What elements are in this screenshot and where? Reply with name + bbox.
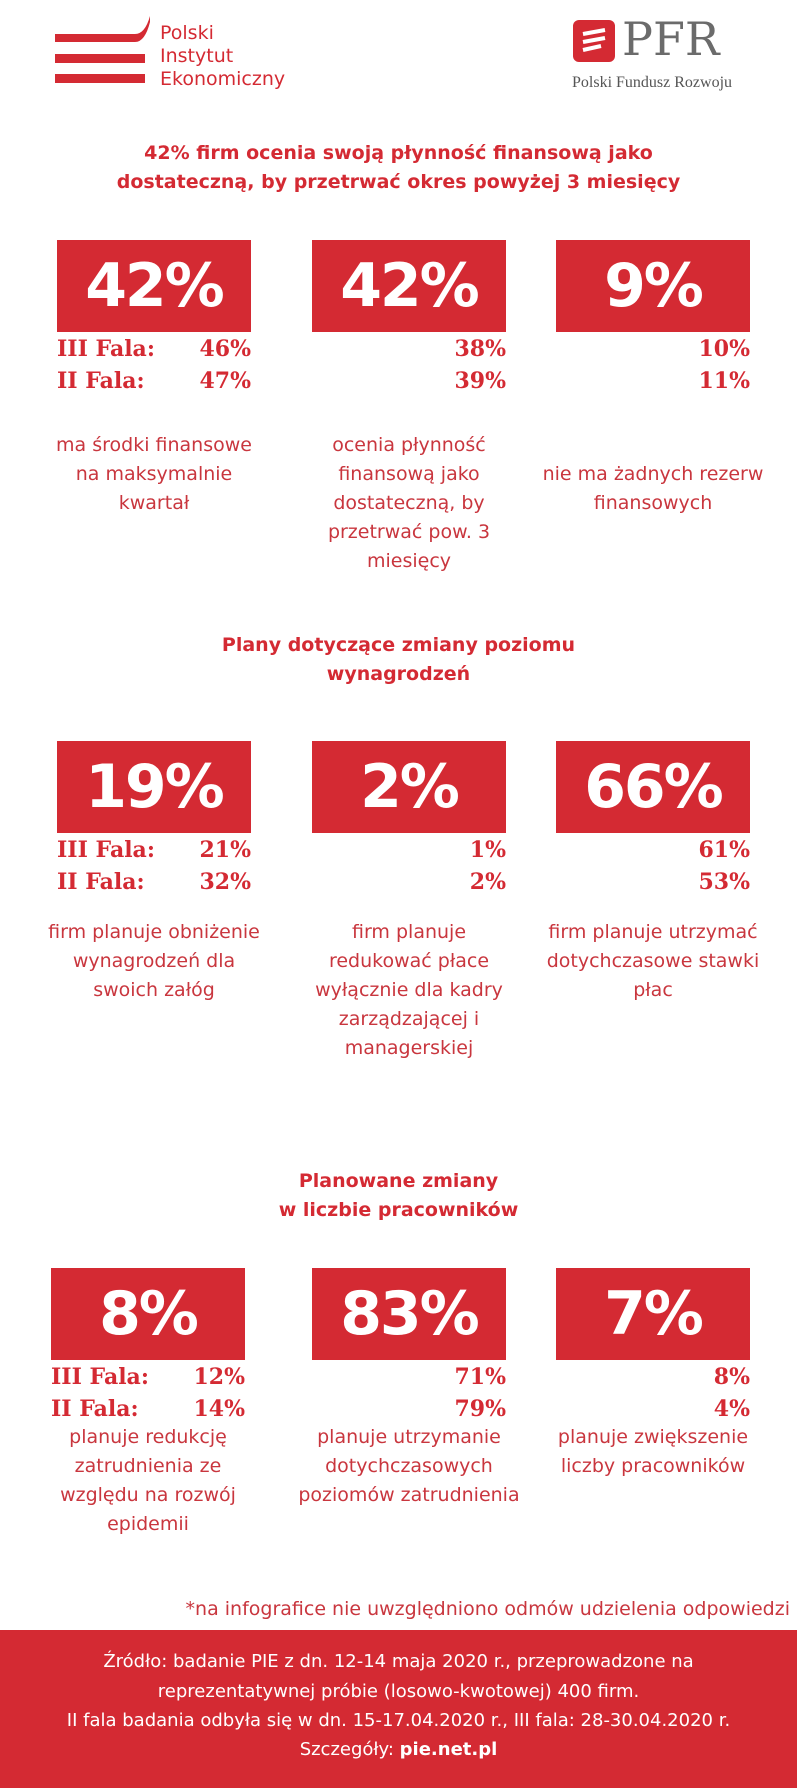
pfr-name: Polski Fundusz Rozwoju xyxy=(572,74,733,91)
wave-value: 10% xyxy=(698,336,750,362)
description: ocenia płynność finansową jako dostatecz… xyxy=(327,434,491,572)
logo-line: Ekonomiczny xyxy=(160,68,286,90)
description: planuje redukcję zatrudnienia ze względu… xyxy=(60,1426,236,1535)
wave-value: 32% xyxy=(199,869,251,895)
stat-box: 8% xyxy=(51,1268,245,1360)
stat-box: 66% xyxy=(556,741,750,833)
wave-value: 14% xyxy=(193,1396,245,1422)
pfr-logo-text: PFR xyxy=(622,12,720,66)
section-title: wynagrodzeń xyxy=(326,663,471,685)
wave-value: 46% xyxy=(199,336,251,362)
wave-value: 12% xyxy=(193,1364,245,1390)
footer-band xyxy=(0,1630,797,1788)
wave-value: 61% xyxy=(698,837,750,863)
stat-box: 19% xyxy=(57,741,251,833)
pie-logo-text: Polski Instytut Ekonomiczny xyxy=(160,22,285,91)
stat-box: 83% xyxy=(312,1268,506,1360)
section-title: dostateczną, by przetrwać okres powyżej … xyxy=(116,171,681,193)
description: ma środki finansowe na maksymalnie kwart… xyxy=(56,434,252,514)
stat-box: 9% xyxy=(556,240,750,332)
section-title: w liczbie pracowników xyxy=(278,1199,519,1221)
pie-logo-mark xyxy=(55,16,150,83)
wave-label: III Fala: xyxy=(57,837,155,863)
details-link[interactable]: pie.net.pl xyxy=(399,1739,498,1760)
logo-line: Instytut xyxy=(160,45,234,67)
wave-value: 39% xyxy=(454,368,506,394)
wave-value: 71% xyxy=(454,1364,506,1390)
wave-label: III Fala: xyxy=(51,1364,149,1390)
wave-value: 1% xyxy=(469,837,506,863)
description: planuje zwiększenie liczby pracowników xyxy=(557,1426,749,1477)
wave-value: 79% xyxy=(454,1396,506,1422)
pfr-logo-mark xyxy=(573,20,615,62)
footer-line: Źródło: badanie PIE z dn. 12-14 maja 202… xyxy=(103,1651,694,1672)
wave-value: 21% xyxy=(199,837,251,863)
wave-value: 4% xyxy=(713,1396,750,1422)
wave-value: 47% xyxy=(199,368,251,394)
details-label: Szczegóły: xyxy=(299,1739,400,1760)
description: firm planuje utrzymać dotychczasowe staw… xyxy=(546,921,760,1001)
wave-value: 11% xyxy=(698,368,750,394)
wave-value: 8% xyxy=(713,1364,750,1390)
footer-line: reprezentatywnej próbie (losowo-kwotowej… xyxy=(157,1681,640,1702)
wave-label: III Fala: xyxy=(57,336,155,362)
section-title: Plany dotyczące zmiany poziomu xyxy=(221,634,576,656)
description: nie ma żadnych rezerw finansowych xyxy=(542,463,764,514)
wave-value: 53% xyxy=(698,869,750,895)
section-title: 42% firm ocenia swoją płynność finansową… xyxy=(144,142,653,164)
stat-box: 7% xyxy=(556,1268,750,1360)
stat-box: 42% xyxy=(57,240,251,332)
wave-value: 2% xyxy=(469,869,506,895)
footer-details: Szczegóły: pie.net.pl xyxy=(0,1739,797,1760)
description: planuje utrzymanie dotychczasowych pozio… xyxy=(298,1426,520,1506)
logo-line: Polski xyxy=(160,22,214,44)
stat-box: 2% xyxy=(312,741,506,833)
stat-box: 42% xyxy=(312,240,506,332)
description: firm planuje obniżenie wynagrodzeń dla s… xyxy=(48,921,260,1001)
footer-line: II fala badania odbyła się w dn. 15-17.0… xyxy=(66,1710,731,1731)
wave-label: II Fala: xyxy=(51,1396,139,1422)
description: firm planuje redukować płace wyłącznie d… xyxy=(315,921,503,1059)
wave-value: 38% xyxy=(454,336,506,362)
wave-label: II Fala: xyxy=(57,368,145,394)
section-title: Planowane zmiany xyxy=(298,1170,499,1192)
wave-label: II Fala: xyxy=(57,869,145,895)
footnote: *na infografice nie uwzględniono odmów u… xyxy=(185,1598,790,1620)
